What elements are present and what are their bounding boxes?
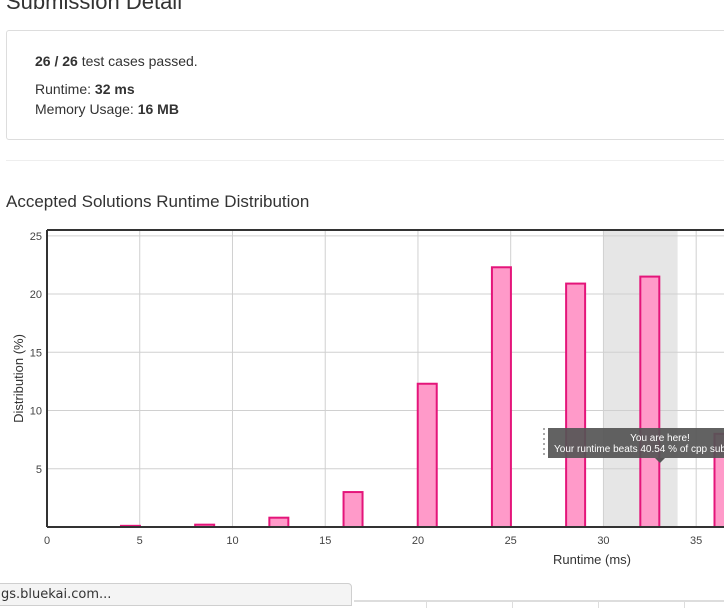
runtime-distribution-chart: 0 5 10 15 20 25 30 35 5 10 15 20 25 Runtime (ms) Distr… (0, 222, 724, 574)
status-bar: gs.bluekai.com... (0, 583, 352, 606)
y-tick-label: 25 (30, 231, 42, 243)
passed-count: 26 / 26 (35, 53, 78, 69)
x-tick-label: 20 (412, 535, 424, 547)
distribution-bar (640, 277, 659, 527)
x-axis-label: Runtime (ms) (553, 552, 631, 567)
section-title: Accepted Solutions Runtime Distribution (6, 192, 309, 212)
passed-suffix: test cases passed. (78, 53, 198, 69)
test-cases-line: 26 / 26 test cases passed. (35, 53, 198, 69)
x-tick-label: 35 (690, 535, 702, 547)
y-tick-label: 10 (30, 406, 42, 418)
x-tick-label: 15 (319, 535, 331, 547)
distribution-bar (566, 284, 585, 527)
tooltip-line-2: Your runtime beats 40.54 % of cpp submis… (554, 444, 724, 455)
bottom-table-edge (354, 600, 724, 608)
x-tick-label: 30 (597, 535, 609, 547)
memory-label: Memory Usage: (35, 101, 138, 117)
x-tick-label: 25 (505, 535, 517, 547)
x-tick-label: 0 (44, 535, 50, 547)
section-divider (6, 160, 724, 161)
x-tick-label: 5 (137, 535, 143, 547)
y-tick-label: 20 (30, 289, 42, 301)
result-panel: 26 / 26 test cases passed. Runtime: 32 m… (6, 30, 724, 140)
runtime-value: 32 ms (95, 81, 135, 97)
y-tick-label: 15 (30, 347, 42, 359)
y-tick-label: 5 (36, 464, 42, 476)
distribution-bar (344, 492, 363, 527)
tooltip-line-1: You are here! (630, 433, 690, 444)
distribution-bar (492, 267, 511, 527)
y-axis-label: Distribution (%) (11, 334, 26, 423)
x-tick-label: 10 (226, 535, 238, 547)
memory-line: Memory Usage: 16 MB (35, 101, 179, 117)
distribution-bar (269, 518, 288, 527)
runtime-label: Runtime: (35, 81, 95, 97)
distribution-bar (418, 384, 437, 527)
runtime-line: Runtime: 32 ms (35, 81, 135, 97)
page-title: Submission Detail (6, 0, 182, 15)
memory-value: 16 MB (138, 101, 179, 117)
